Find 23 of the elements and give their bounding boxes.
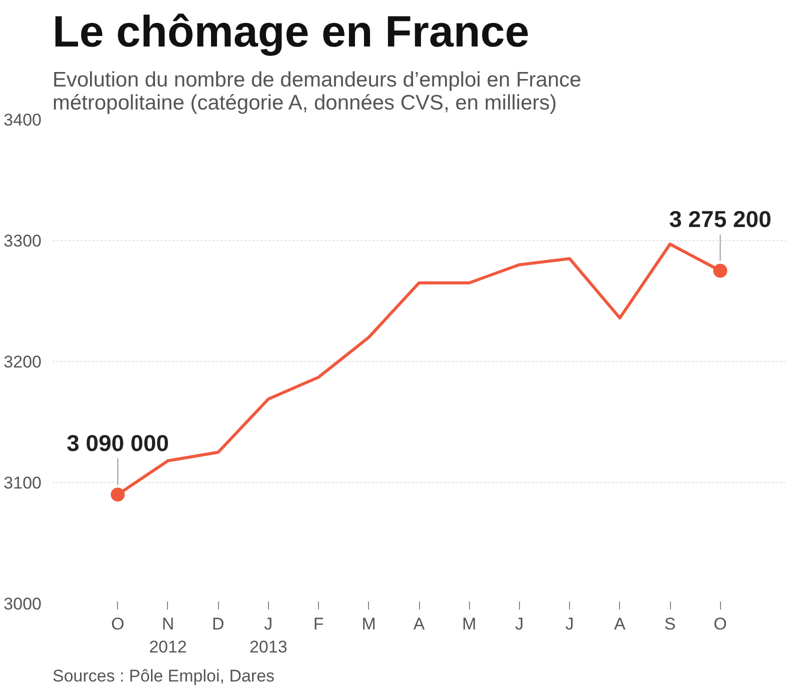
x-tick-label: J	[565, 614, 574, 634]
annotation: 3 275 200	[669, 206, 772, 232]
x-tick-label: A	[614, 614, 626, 634]
x-tick-label: D	[212, 614, 224, 634]
y-tick-label: 3000	[4, 594, 42, 614]
x-tick-label: O	[111, 614, 124, 634]
x-tick-label: S	[664, 614, 676, 634]
x-tick-label: A	[413, 614, 426, 634]
x-tick-label: J 2013	[249, 614, 288, 656]
y-tick-label: 3300	[4, 232, 42, 250]
x-tick-label: M	[462, 614, 476, 634]
x-tick-label: N 2012	[149, 614, 187, 656]
y-tick-label: 3400	[4, 110, 42, 130]
x-tick-label: M	[362, 614, 376, 634]
chart-subtitle: Evolution du nombre de demandeurs d’emploi en France métropolitaine (catégorie A, données CVS, en milliers)	[52, 68, 582, 114]
y-tick-label: 3100	[4, 474, 42, 492]
y-tick-label: 3200	[4, 352, 42, 372]
x-tick-label: F	[313, 614, 324, 634]
x-tick-label: O	[714, 614, 727, 634]
chart-title: Le chômage en France	[52, 8, 530, 56]
source-note: Sources : Pôle Emploi, Dares	[52, 666, 275, 686]
x-tick-label: J	[515, 614, 524, 634]
annotation: 3 090 000	[66, 430, 169, 456]
